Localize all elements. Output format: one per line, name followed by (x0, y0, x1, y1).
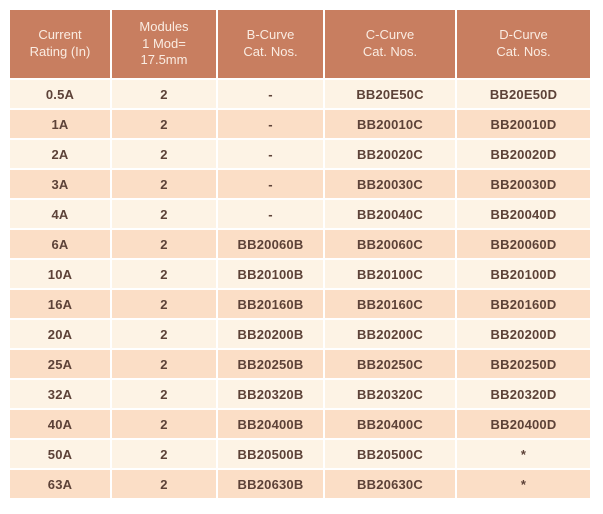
modules-cell: 2 (112, 440, 216, 468)
header-c-curve: C-Curve Cat. Nos. (325, 10, 455, 78)
header-d-curve: D-Curve Cat. Nos. (457, 10, 590, 78)
modules-cell: 2 (112, 230, 216, 258)
b-curve-cell: BB20500B (218, 440, 323, 468)
d-curve-cell: BB20160D (457, 290, 590, 318)
current-rating-cell: 32A (10, 380, 110, 408)
b-curve-cell: - (218, 80, 323, 108)
b-curve-cell: - (218, 110, 323, 138)
b-curve-cell: BB20060B (218, 230, 323, 258)
table-row: 20A 2 BB20200B BB20200C BB20200D (10, 320, 590, 348)
current-rating-cell: 20A (10, 320, 110, 348)
current-rating-cell: 1A (10, 110, 110, 138)
c-curve-cell: BB20200C (325, 320, 455, 348)
table-row: 6A 2 BB20060B BB20060C BB20060D (10, 230, 590, 258)
d-curve-cell: * (457, 440, 590, 468)
table-row: 40A 2 BB20400B BB20400C BB20400D (10, 410, 590, 438)
modules-cell: 2 (112, 290, 216, 318)
b-curve-cell: BB20100B (218, 260, 323, 288)
c-curve-cell: BB20010C (325, 110, 455, 138)
modules-cell: 2 (112, 260, 216, 288)
current-rating-cell: 50A (10, 440, 110, 468)
d-curve-cell: BB20100D (457, 260, 590, 288)
c-curve-cell: BB20630C (325, 470, 455, 498)
d-curve-cell: BB20010D (457, 110, 590, 138)
d-curve-cell: BB20030D (457, 170, 590, 198)
b-curve-cell: BB20320B (218, 380, 323, 408)
current-rating-cell: 0.5A (10, 80, 110, 108)
b-curve-cell: BB20160B (218, 290, 323, 318)
modules-cell: 2 (112, 170, 216, 198)
table-row: 32A 2 BB20320B BB20320C BB20320D (10, 380, 590, 408)
current-rating-cell: 4A (10, 200, 110, 228)
d-curve-cell: BB20E50D (457, 80, 590, 108)
table-row: 4A 2- BB20040C BB20040D (10, 200, 590, 228)
table-row: 50A 2 BB20500B BB20500C * (10, 440, 590, 468)
modules-cell: 2 (112, 350, 216, 378)
b-curve-cell: - (218, 140, 323, 168)
c-curve-cell: BB20160C (325, 290, 455, 318)
header-modules: Modules 1 Mod= 17.5mm (112, 10, 216, 78)
table-row: 63A 2 BB20630B BB20630C * (10, 470, 590, 498)
b-curve-cell: BB20250B (218, 350, 323, 378)
b-curve-cell: - (218, 200, 323, 228)
b-curve-cell: BB20630B (218, 470, 323, 498)
modules-cell: 2 (112, 380, 216, 408)
c-curve-cell: BB20100C (325, 260, 455, 288)
table-row: 2A 2- BB20020C BB20020D (10, 140, 590, 168)
modules-cell: 2 (112, 410, 216, 438)
header-b-curve: B-Curve Cat. Nos. (218, 10, 323, 78)
current-rating-cell: 2A (10, 140, 110, 168)
current-rating-cell: 25A (10, 350, 110, 378)
d-curve-cell: BB20400D (457, 410, 590, 438)
table-row: 0.5A 2- BB20E50C BB20E50D (10, 80, 590, 108)
modules-cell: 2 (112, 320, 216, 348)
table-row: 16A 2 BB20160B BB20160C BB20160D (10, 290, 590, 318)
d-curve-cell: BB20040D (457, 200, 590, 228)
c-curve-cell: BB20020C (325, 140, 455, 168)
d-curve-cell: BB20250D (457, 350, 590, 378)
b-curve-cell: BB20200B (218, 320, 323, 348)
table-row: 1A 2- BB20010C BB20010D (10, 110, 590, 138)
current-rating-cell: 63A (10, 470, 110, 498)
c-curve-cell: BB20320C (325, 380, 455, 408)
d-curve-cell: BB20060D (457, 230, 590, 258)
header-current-rating: Current Rating (In) (10, 10, 110, 78)
modules-cell: 2 (112, 140, 216, 168)
d-curve-cell: BB20320D (457, 380, 590, 408)
table-row: 10A 2 BB20100B BB20100C BB20100D (10, 260, 590, 288)
modules-cell: 2 (112, 110, 216, 138)
d-curve-cell: BB20020D (457, 140, 590, 168)
c-curve-cell: BB20060C (325, 230, 455, 258)
current-rating-cell: 3A (10, 170, 110, 198)
c-curve-cell: BB20500C (325, 440, 455, 468)
table-body: 0.5A 2- BB20E50C BB20E50D 1A 2- BB20010C BB2001… (10, 80, 590, 498)
c-curve-cell: BB20030C (325, 170, 455, 198)
b-curve-cell: - (218, 170, 323, 198)
d-curve-cell: BB20200D (457, 320, 590, 348)
d-curve-cell: * (457, 470, 590, 498)
current-rating-cell: 10A (10, 260, 110, 288)
modules-cell: 2 (112, 80, 216, 108)
modules-cell: 2 (112, 470, 216, 498)
table-header-row: Current Rating (In) Modules 1 Mod= 17.5m… (10, 10, 590, 78)
current-rating-cell: 40A (10, 410, 110, 438)
c-curve-cell: BB20400C (325, 410, 455, 438)
catalog-table: Current Rating (In) Modules 1 Mod= 17.5m… (10, 10, 590, 498)
c-curve-cell: BB20E50C (325, 80, 455, 108)
table-row: 25A 2 BB20250B BB20250C BB20250D (10, 350, 590, 378)
c-curve-cell: BB20250C (325, 350, 455, 378)
current-rating-cell: 6A (10, 230, 110, 258)
table-row: 3A 2- BB20030C BB20030D (10, 170, 590, 198)
modules-cell: 2 (112, 200, 216, 228)
current-rating-cell: 16A (10, 290, 110, 318)
b-curve-cell: BB20400B (218, 410, 323, 438)
c-curve-cell: BB20040C (325, 200, 455, 228)
